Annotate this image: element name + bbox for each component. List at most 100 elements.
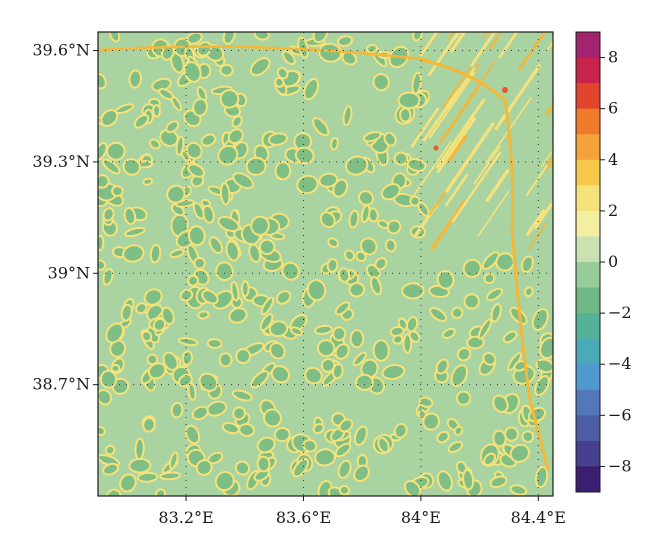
field-cell: [259, 313, 274, 332]
lon-tick-label: 83.2°E: [158, 508, 213, 527]
field-cell: [187, 163, 206, 178]
field-cell: [312, 423, 325, 435]
colorbar-segment: [576, 32, 600, 59]
field-cell: [534, 375, 550, 397]
field-cell: [338, 267, 351, 283]
field-cell: [256, 436, 276, 454]
field-cell: [258, 238, 276, 256]
field-cell: [372, 339, 390, 362]
lat-tick-label: 38.7°N: [32, 375, 90, 394]
field-cell: [208, 236, 224, 255]
field-streak: [497, 32, 519, 59]
field-cell: [418, 396, 434, 408]
field-cell: [133, 114, 150, 129]
field-cell: [120, 303, 133, 322]
field-cell: [406, 158, 427, 172]
field-cell: [412, 32, 423, 42]
colorbar-segment: [576, 57, 600, 84]
field-cell: [152, 317, 167, 332]
colorbar-segment: [576, 185, 600, 212]
field-cell: [495, 252, 515, 272]
field-cell: [169, 248, 185, 259]
field-cell: [268, 320, 289, 338]
field-cell: [98, 73, 107, 90]
field-cell: [535, 358, 553, 374]
field-cell: [146, 353, 159, 366]
field-cell: [256, 455, 271, 473]
field-layer: [98, 32, 553, 496]
field-streak: [517, 32, 547, 71]
field-cell: [539, 336, 553, 359]
field-cell: [187, 225, 206, 247]
field-cell: [401, 282, 425, 300]
field-cell: [238, 423, 256, 437]
field-cell: [98, 259, 107, 271]
field-cell: [149, 243, 162, 264]
field-cell: [136, 471, 159, 483]
field-cell: [302, 439, 318, 453]
field-cell: [531, 308, 549, 331]
field-cell: [402, 333, 413, 354]
field-streak: [419, 32, 439, 57]
field-cell: [187, 274, 200, 287]
field-cell: [212, 289, 234, 310]
field-cell: [466, 335, 485, 350]
field-cell: [332, 178, 349, 198]
field-cell: [534, 465, 549, 489]
field-cell: [161, 306, 175, 325]
colorbar-tick-label: −6: [608, 405, 632, 424]
field-cell: [215, 261, 234, 282]
field-streak: [454, 63, 481, 100]
colorbar-segment: [576, 83, 600, 110]
field-cell: [383, 131, 397, 147]
colorbar-segment: [576, 313, 600, 340]
field-cell: [200, 133, 217, 147]
field-cell: [483, 452, 497, 467]
field-cell: [152, 104, 162, 118]
field-cell: [165, 120, 180, 134]
field-streak: [469, 32, 497, 68]
field-cell: [250, 370, 270, 389]
field-streak: [436, 116, 477, 174]
field-cell: [183, 60, 202, 83]
field-cell: [456, 346, 472, 362]
field-cell: [355, 373, 374, 391]
field-cell: [193, 256, 206, 270]
colorbar-tick-label: −4: [608, 354, 632, 373]
field-cell: [267, 132, 288, 146]
field-cell: [178, 373, 193, 388]
field-streak: [435, 98, 486, 169]
field-cell: [248, 243, 262, 263]
field-cell: [523, 286, 534, 298]
field-cell: [329, 136, 339, 151]
field-cell: [269, 342, 286, 360]
field-cell: [306, 279, 327, 302]
field-cell: [338, 418, 354, 433]
field-streak: [494, 63, 542, 131]
field-cell: [253, 468, 270, 482]
colorbar-tick-label: 2: [608, 201, 618, 220]
field-cell: [381, 364, 406, 380]
field-cell: [219, 89, 240, 109]
field-streak: [473, 145, 502, 185]
field-cell: [253, 32, 270, 41]
field-streak: [449, 32, 467, 53]
field-cell: [296, 174, 319, 195]
field-cell: [312, 117, 330, 137]
field-cell: [217, 215, 240, 233]
field-streak: [451, 151, 502, 223]
field-cell: [320, 357, 336, 373]
field-cell: [319, 211, 336, 229]
field-cell: [175, 199, 195, 208]
colorbar-tick-label: 0: [608, 252, 618, 271]
field-cell: [235, 348, 252, 365]
colorbar-segment: [576, 389, 600, 416]
field-streak: [525, 164, 549, 197]
field-cell: [168, 451, 179, 470]
field-cell: [304, 366, 323, 385]
field-cell: [102, 462, 120, 476]
field-cell: [348, 281, 365, 298]
field-cell: [349, 329, 365, 349]
field-cell: [436, 430, 450, 444]
